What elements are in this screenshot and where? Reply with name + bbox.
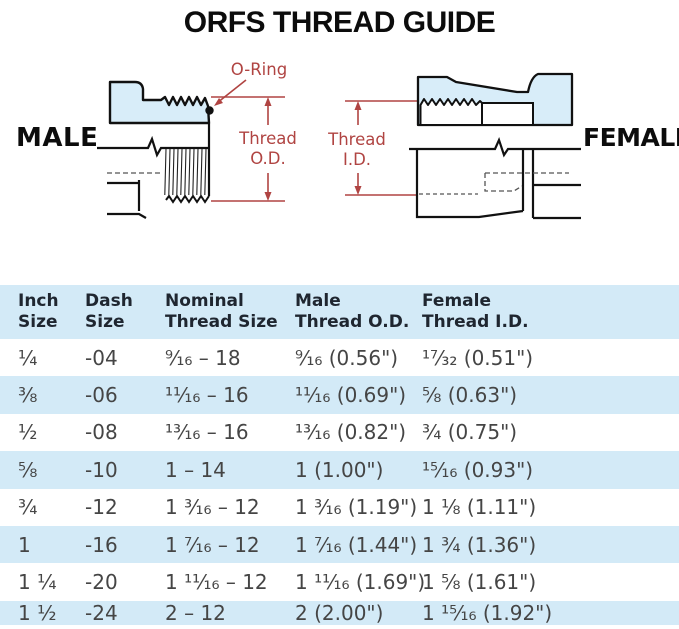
cell-female-thread-id: ⁵⁄₈ (0.63") <box>422 383 518 408</box>
column-header-inch-size: Inch Size <box>0 285 85 339</box>
thread-id-label-line2: I.D. <box>343 150 371 169</box>
cell-inch-size: ¹⁄₂ <box>18 420 38 445</box>
cell-male-thread-od: 1 ¹¹⁄₁₆ (1.69") <box>295 570 426 595</box>
male-shoulder-outline <box>107 180 147 219</box>
cell-dash-size: -10 <box>85 457 118 482</box>
male-thread-hatch <box>164 148 207 196</box>
cell-nominal-thread-size: 1 ⁷⁄₁₆ – 12 <box>165 532 260 557</box>
cell-dash-size: -06 <box>85 383 118 408</box>
cell-nominal-thread-size: 1 – 14 <box>165 457 226 482</box>
page-title: ORFS THREAD GUIDE <box>183 6 496 39</box>
cell-inch-size: ¹⁄₄ <box>18 345 38 370</box>
cell-dash-size: -08 <box>85 420 118 445</box>
table-body: ¹⁄₄ -04 ⁹⁄₁₆ – 18 ⁹⁄₁₆ (0.56") ¹⁷⁄₃₂ (0.51")… <box>0 339 679 625</box>
female-fitting-diagram: FEMALE Thread I.D. <box>327 72 679 220</box>
table-header: Inch Size Dash Size Nominal Thread Size … <box>0 285 679 339</box>
column-header-dash-size: Dash Size <box>85 285 165 339</box>
cell-nominal-thread-size: 2 – 12 <box>165 600 226 625</box>
cell-male-thread-od: ¹³⁄₁₆ (0.82") <box>295 420 407 445</box>
female-sleeve-notch <box>481 102 534 126</box>
o-ring-pointer-line <box>216 79 247 104</box>
cell-male-thread-od: 1 (1.00") <box>295 457 384 482</box>
cell-inch-size: 1 ¹⁄₄ <box>18 570 57 595</box>
cell-female-thread-id: 1 ¹⁵⁄₁₆ (1.92") <box>422 600 553 625</box>
column-header-male-thread-od: Male Thread O.D. <box>295 285 422 339</box>
female-label: FEMALE <box>583 123 679 152</box>
column-header-nominal-thread-size: Nominal Thread Size <box>165 285 295 339</box>
orfs-diagram-svg: MALE O-Ring Thread O.D. FEMALE <box>16 60 679 220</box>
table-row: ³⁄₄ -12 1 ³⁄₁₆ – 12 1 ³⁄₁₆ (1.19") 1 ¹⁄₈ (1.… <box>0 489 679 526</box>
cell-dash-size: -12 <box>85 495 118 520</box>
table-row: ¹⁄₄ -04 ⁹⁄₁₆ – 18 ⁹⁄₁₆ (0.56") ¹⁷⁄₃₂ (0.51") <box>0 339 679 376</box>
table-row: 1 ¹⁄₄ -20 1 ¹¹⁄₁₆ – 12 1 ¹¹⁄₁₆ (1.69") 1 ⁵⁄₈… <box>0 563 679 600</box>
table-row: ⁵⁄₈ -10 1 – 14 1 (1.00") ¹⁵⁄₁₆ (0.93") <box>0 451 679 489</box>
male-stem-top-line <box>97 135 209 158</box>
thread-size-table: Inch Size Dash Size Nominal Thread Size … <box>0 285 679 625</box>
cell-female-thread-id: 1 ³⁄₄ (1.36") <box>422 532 537 557</box>
cell-female-thread-id: 1 ¹⁄₈ (1.11") <box>422 495 537 520</box>
table-row: ¹⁄₂ -08 ¹³⁄₁₆ – 16 ¹³⁄₁₆ (0.82") ³⁄₄ (0.75") <box>0 414 679 451</box>
table-row: 1 ¹⁄₂ -24 2 – 12 2 (2.00") 1 ¹⁵⁄₁₆ (1.92") <box>0 600 679 625</box>
male-label: MALE <box>16 123 98 153</box>
female-stem-top-line <box>409 136 581 158</box>
table-row: ³⁄₈ -06 ¹¹⁄₁₆ – 16 ¹¹⁄₁₆ (0.69") ⁵⁄₈ (0.63") <box>0 376 679 414</box>
cell-dash-size: -16 <box>85 532 118 557</box>
cell-male-thread-od: 2 (2.00") <box>295 600 384 625</box>
thread-od-label-line1: Thread <box>238 129 297 148</box>
cell-inch-size: 1 ¹⁄₂ <box>18 600 57 625</box>
cell-inch-size: ³⁄₈ <box>18 383 38 408</box>
cell-male-thread-od: 1 ⁷⁄₁₆ (1.44") <box>295 532 418 557</box>
cell-inch-size: ³⁄₄ <box>18 495 38 520</box>
cell-male-thread-od: ⁹⁄₁₆ (0.56") <box>295 345 399 370</box>
cell-female-thread-id: 1 ⁵⁄₈ (1.61") <box>422 570 537 595</box>
thread-id-dimension-arrow <box>354 101 362 195</box>
cell-dash-size: -20 <box>85 570 118 595</box>
cell-nominal-thread-size: ⁹⁄₁₆ – 18 <box>165 345 241 370</box>
cell-female-thread-id: ³⁄₄ (0.75") <box>422 420 518 445</box>
o-ring-label: O-Ring <box>231 60 287 79</box>
cell-nominal-thread-size: 1 ³⁄₁₆ – 12 <box>165 495 260 520</box>
cell-inch-size: ⁵⁄₈ <box>18 457 38 482</box>
thread-od-label-line2: O.D. <box>250 149 286 168</box>
male-thread-bottom-teeth <box>165 194 210 204</box>
cell-inch-size: 1 <box>18 532 31 557</box>
female-thread-bore <box>419 98 483 126</box>
cell-dash-size: -24 <box>85 600 118 625</box>
column-header-female-thread-id: Female Thread I.D. <box>422 285 679 339</box>
cell-nominal-thread-size: ¹¹⁄₁₆ – 16 <box>165 383 249 408</box>
thread-id-label-line1: Thread <box>327 130 386 149</box>
table-row: 1 -16 1 ⁷⁄₁₆ – 12 1 ⁷⁄₁₆ (1.44") 1 ³⁄₄ (1.36… <box>0 525 679 564</box>
thread-od-dimension-arrow <box>264 97 272 201</box>
o-ring-pointer-arrowhead <box>214 98 223 106</box>
cell-nominal-thread-size: ¹³⁄₁₆ – 16 <box>165 420 249 445</box>
cell-male-thread-od: ¹¹⁄₁₆ (0.69") <box>295 383 407 408</box>
male-fitting-diagram: MALE O-Ring Thread O.D. <box>16 60 297 219</box>
cell-dash-size: -04 <box>85 345 118 370</box>
male-nut-cross-section <box>108 80 211 125</box>
cell-male-thread-od: 1 ³⁄₁₆ (1.19") <box>295 495 418 520</box>
female-counterbore-hidden-line <box>484 173 523 192</box>
o-ring-dot <box>205 106 214 115</box>
cell-nominal-thread-size: 1 ¹¹⁄₁₆ – 12 <box>165 570 268 595</box>
female-nut-outline <box>415 149 581 220</box>
cell-female-thread-id: ¹⁷⁄₃₂ (0.51") <box>422 345 534 370</box>
cell-female-thread-id: ¹⁵⁄₁₆ (0.93") <box>422 457 534 482</box>
fitting-diagram: MALE O-Ring Thread O.D. FEMALE <box>0 55 679 234</box>
table-header-row: Inch Size Dash Size Nominal Thread Size … <box>0 285 679 339</box>
